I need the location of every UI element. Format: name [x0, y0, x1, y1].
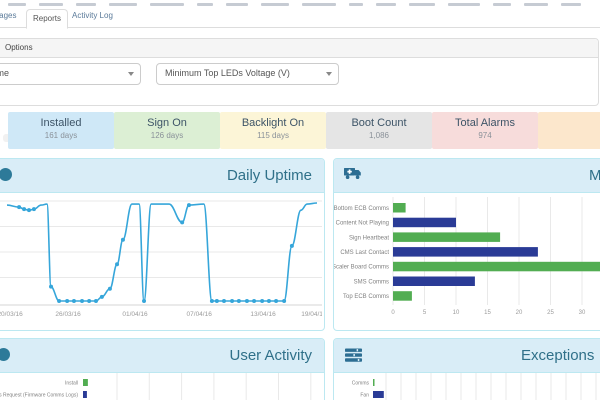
tab-messages[interactable]: Messages — [0, 11, 17, 20]
panel-title: User Activity — [229, 347, 312, 364]
svg-text:20: 20 — [516, 310, 523, 316]
report-type-value: Daily Uptime — [0, 68, 10, 78]
svg-text:Top ECB Comms: Top ECB Comms — [343, 294, 389, 300]
svg-text:19/04/16: 19/04/16 — [301, 311, 322, 318]
stat-value: 1,086 — [368, 131, 390, 140]
exceptions-panel: Exceptions Comms Fan — [333, 338, 600, 400]
nav-link[interactable] — [8, 2, 26, 6]
svg-text:Content Not Playing: Content Not Playing — [336, 221, 389, 227]
panel-title: Daily Uptime — [226, 167, 312, 184]
daily-uptime-body: 20/03/16 26/03/16 01/04/16 07/04/16 13/04/16… — [0, 193, 324, 329]
exceptions-header: Exceptions — [334, 339, 600, 373]
maintenance-header: Maintenance — [334, 159, 600, 193]
svg-text:01/04/16: 01/04/16 — [122, 311, 148, 318]
tab-reports[interactable]: Reports — [26, 9, 68, 29]
stat-label: Installed — [40, 117, 82, 129]
ambulance-icon — [344, 168, 361, 179]
daily-uptime-line-chart: 20/03/16 26/03/16 01/04/16 07/04/16 13/04/16… — [0, 200, 322, 318]
nav-link[interactable] — [197, 2, 213, 6]
svg-text:0: 0 — [391, 310, 395, 316]
nav-link[interactable] — [109, 2, 137, 6]
nav-link[interactable] — [448, 2, 480, 6]
svg-text:Files Request (Firmware Comms: Files Request (Firmware Comms Logs) — [0, 392, 78, 398]
nav-link[interactable] — [261, 2, 289, 6]
stat-label: Total Alarms — [455, 117, 515, 129]
svg-text:26/03/16: 26/03/16 — [55, 311, 81, 318]
daily-uptime-header: Daily Uptime — [0, 159, 324, 193]
stat-card-cutoff — [538, 112, 600, 149]
user-activity-bar-chart: Install Files Request (Firmware Comms Log… — [0, 373, 312, 400]
tasks-icon — [345, 348, 362, 362]
user-activity-panel: User Activity Install Files Request (Firm… — [0, 338, 325, 400]
nav-link[interactable] — [561, 2, 581, 6]
svg-text:Install: Install — [65, 380, 78, 386]
stat-label: Backlight On — [241, 117, 305, 129]
metric-select[interactable]: Minimum Top LEDs Voltage (V) — [156, 63, 339, 85]
svg-text:25: 25 — [547, 310, 554, 316]
svg-text:CMS Last Contact: CMS Last Contact — [340, 250, 389, 256]
chevron-down-icon — [326, 72, 332, 76]
stat-card-total-alarms: Total Alarms 974 — [432, 112, 538, 149]
nav-link[interactable] — [376, 2, 396, 6]
maintenance-bar-chart: Bottom ECB Comms Content Not Playing Sign … — [334, 197, 600, 316]
svg-text:10: 10 — [453, 310, 460, 316]
nav-link[interactable] — [226, 2, 248, 6]
user-activity-body: Install Files Request (Firmware Comms Log… — [0, 373, 324, 400]
stat-card-installed: Installed 161 days — [8, 112, 114, 149]
options-panel: Options Daily Uptime Minimum Top LEDs Vo… — [0, 38, 599, 142]
exceptions-bar-chart: Comms Fan — [352, 373, 597, 400]
svg-text:07/04/16: 07/04/16 — [187, 311, 213, 318]
metric-value: Minimum Top LEDs Voltage (V) — [165, 68, 290, 78]
stat-card-row: Installed 161 days Sign On 126 days Back… — [8, 112, 600, 149]
stat-value: 115 days — [257, 131, 289, 140]
svg-text:Bottom ECB Comms: Bottom ECB Comms — [334, 206, 389, 212]
nav-link[interactable] — [349, 2, 363, 6]
panel-title: Maintenance — [589, 167, 600, 184]
report-type-select[interactable]: Daily Uptime — [0, 63, 141, 85]
chevron-down-icon — [128, 72, 134, 76]
stat-value: 161 days — [44, 131, 78, 140]
svg-text:Scaler Board Comms: Scaler Board Comms — [334, 265, 389, 271]
circle-icon — [0, 168, 12, 181]
exceptions-body: Comms Fan — [334, 373, 600, 400]
nav-link[interactable] — [493, 2, 511, 6]
top-navigation — [8, 0, 581, 7]
svg-text:SMS Comms: SMS Comms — [354, 279, 389, 285]
nav-link[interactable] — [39, 2, 63, 6]
svg-text:5: 5 — [423, 310, 427, 316]
circle-icon — [0, 348, 10, 361]
stat-card-sign-on: Sign On 126 days — [114, 112, 220, 149]
maintenance-panel: Maintenance Bottom ECB Comms Content Not … — [333, 158, 600, 331]
nav-link[interactable] — [524, 2, 548, 6]
tab-activity-log[interactable]: Activity Log — [72, 11, 113, 20]
maintenance-body: Bottom ECB Comms Content Not Playing Sign … — [334, 193, 600, 329]
stat-card-boot-count: Boot Count 1,086 — [326, 112, 432, 149]
nav-link[interactable] — [409, 2, 435, 6]
svg-text:Fan: Fan — [360, 392, 369, 398]
svg-text:30: 30 — [579, 310, 586, 316]
svg-text:Sign Heartbeat: Sign Heartbeat — [349, 235, 389, 241]
stat-card-backlight-on: Backlight On 115 days — [220, 112, 326, 149]
svg-text:13/04/16: 13/04/16 — [250, 311, 276, 318]
stat-label: Sign On — [147, 117, 187, 129]
stat-value: 974 — [478, 131, 492, 140]
nav-link[interactable] — [302, 2, 336, 6]
nav-link[interactable] — [150, 2, 184, 6]
stat-label: Boot Count — [351, 117, 407, 129]
tab-bar: Messages Reports Activity Log — [0, 8, 600, 29]
options-panel-header: Options — [0, 39, 598, 58]
stat-value: 126 days — [150, 131, 184, 140]
svg-text:15: 15 — [484, 310, 491, 316]
svg-text:20/03/16: 20/03/16 — [0, 311, 23, 318]
nav-link[interactable] — [76, 2, 96, 6]
daily-uptime-panel: Daily Uptime 20/03/16 26/03/16 01/04/16 07/… — [0, 158, 325, 331]
panel-title: Exceptions — [521, 347, 595, 364]
user-activity-header: User Activity — [0, 339, 324, 373]
svg-text:Comms: Comms — [352, 380, 370, 386]
